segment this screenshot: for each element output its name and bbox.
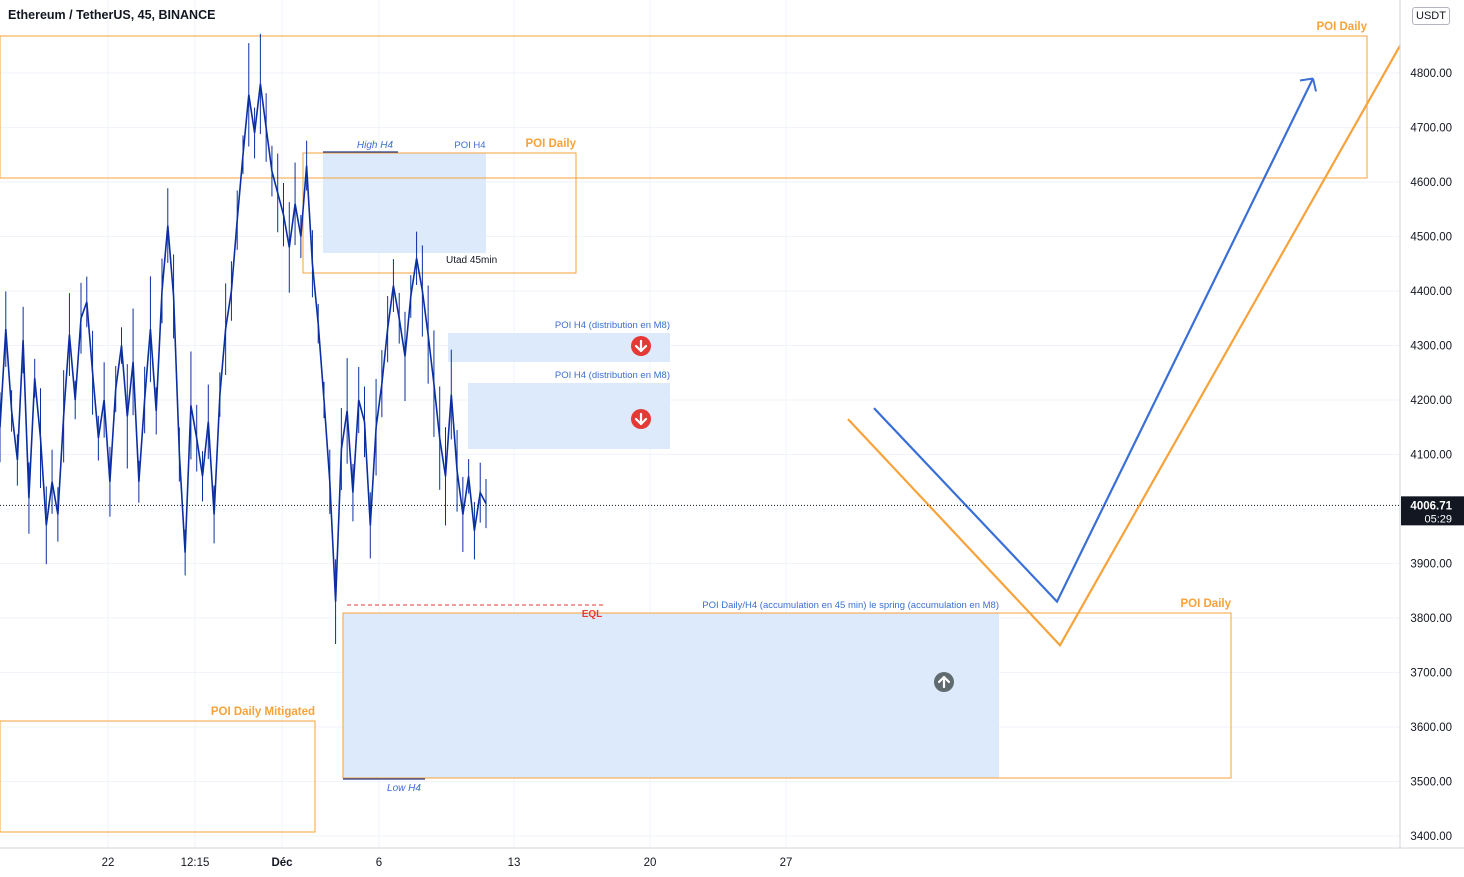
symbol-title[interactable]: Ethereum / TetherUS, 45, BINANCE [8, 8, 216, 22]
poi-blue-label: POI Daily/H4 (accumulation en 45 min) le… [702, 600, 999, 611]
bar-countdown: 05:29 [1424, 513, 1452, 525]
time-tick-label: 22 [102, 857, 115, 869]
poi-blue-label: POI H4 (distribution en M8) [555, 320, 670, 331]
projection-blue-line [873, 77, 1314, 604]
time-tick-label: 12:15 [181, 857, 210, 869]
poi-orange-zone [342, 612, 1232, 779]
projection-orange-line [847, 45, 1401, 648]
price-tick-label: 3500.00 [1410, 777, 1452, 789]
price-axis: 3400.00 3500.00 3600.00 3700.00 3800.00 3900.… [1399, 0, 1464, 848]
price-tick-label: 3400.00 [1410, 831, 1452, 843]
time-axis: 22 12:15 Déc 6 13 20 27 [0, 847, 1464, 869]
price-tick-label: 4500.00 [1410, 232, 1452, 244]
time-tick-label: 6 [376, 857, 382, 869]
arrow-down-icon [631, 336, 651, 356]
price-tick-label: 4300.00 [1410, 341, 1452, 353]
price-tick-label: 3600.00 [1410, 722, 1452, 734]
price-tick-label: 4800.00 [1410, 68, 1452, 80]
poi-orange-label: POI Daily [526, 138, 577, 150]
price-tick-label: 3700.00 [1410, 668, 1452, 680]
arrow-up-icon [934, 672, 954, 692]
poi-blue-label: POI H4 (distribution en M8) [555, 370, 670, 381]
price-tick-label: 4200.00 [1410, 395, 1452, 407]
arrow-down-icon [631, 409, 651, 429]
orange-zones: POI Daily POI Daily POI Daily Mitigated POI… [0, 21, 1368, 833]
time-tick-label: 13 [508, 857, 521, 869]
eql-label: EQL [582, 609, 603, 620]
poi-blue-label: POI H4 [454, 140, 485, 151]
poi-orange-zone [0, 720, 316, 833]
arrow-head-icon [1299, 77, 1317, 92]
price-tick-label: 3900.00 [1410, 559, 1452, 571]
high-h4-label: High H4 [357, 140, 394, 151]
utad-label: Utad 45min [446, 255, 497, 266]
poi-blue-zone [323, 153, 486, 253]
price-tick-label: 4600.00 [1410, 177, 1452, 189]
last-price-label: 4006.71 [1410, 500, 1452, 512]
time-tick-label: Déc [271, 857, 293, 869]
poi-orange-zone [0, 35, 1368, 179]
price-tick-label: 4100.00 [1410, 450, 1452, 462]
blue-zones: POI H4 POI H4 (distribution en M8) POI H4 … [323, 140, 999, 778]
price-tick-label: 4700.00 [1410, 123, 1452, 135]
poi-blue-zone [343, 613, 999, 778]
price-tick-label: 3800.00 [1410, 613, 1452, 625]
poi-orange-label: POI Daily Mitigated [211, 706, 315, 718]
low-h4-label: Low H4 [387, 783, 421, 794]
time-tick-label: 20 [644, 857, 657, 869]
poi-orange-label: POI Daily [1317, 21, 1368, 33]
currency-selector[interactable]: USDT [1412, 7, 1450, 25]
time-tick-label: 27 [780, 857, 793, 869]
price-tick-label: 4400.00 [1410, 286, 1452, 298]
price-line [0, 83, 487, 602]
poi-orange-label: POI Daily [1181, 598, 1232, 610]
price-series [0, 33, 487, 644]
